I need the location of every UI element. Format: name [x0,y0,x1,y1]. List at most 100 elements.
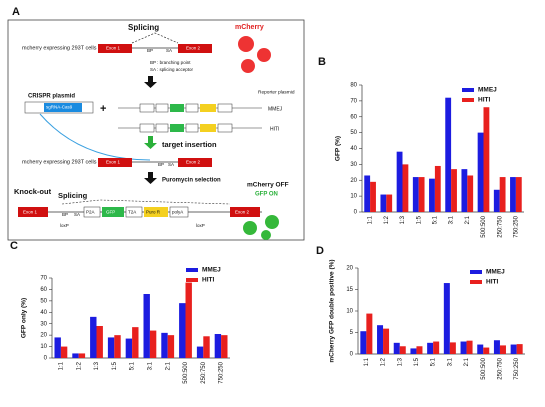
label: GFP ON [255,192,278,198]
bar [96,326,103,358]
x-tick-label: 250:750 [498,357,504,379]
bar [125,338,133,358]
y-tick-label: 0 [354,210,358,216]
y-tick-label: 70 [40,276,47,282]
x-tick-label: 500:500 [481,215,487,237]
x-tick-label: 1:5 [414,357,420,366]
legend-swatch [470,270,482,274]
x-tick-label: 2:1 [465,215,471,224]
label: Exon 2 [235,210,250,215]
cell [241,59,255,73]
bar [196,346,204,358]
y-tick-label: 20 [350,178,357,184]
bar [78,353,86,358]
label: BP : branching point [150,60,191,65]
legend-swatch [186,268,198,272]
bar [185,282,192,358]
bar [402,164,409,212]
x-tick-label: 2:1 [165,361,171,370]
y-tick-label: 10 [350,194,357,200]
bar [72,353,79,358]
bar [412,177,419,212]
legend-swatch [462,98,474,102]
bar [443,283,450,354]
arrow [144,136,157,149]
bar [499,345,506,354]
legend-label: MMEJ [486,269,505,276]
label: Exon 2 [186,46,201,51]
x-tick-label: 1:3 [400,215,406,224]
x-tick-label: 250:750 [497,215,503,237]
bar [132,327,139,358]
cell [257,48,271,62]
bar [366,313,373,354]
label: T2A [128,210,136,215]
legend-label: MMEJ [478,87,497,94]
y-axis-label: GFP (%) [335,136,342,161]
bar [360,331,367,354]
x-tick-label: 1:1 [58,361,64,370]
element [102,207,124,217]
bar [416,346,423,354]
bar [203,336,210,358]
bar [445,97,452,212]
legend-swatch [186,278,198,282]
exon [18,207,48,217]
label: mCherry [235,24,264,31]
label: SA : splicing acceptor [150,67,194,72]
y-axis-label: mCherry GFP double positive (%) [329,259,336,362]
y-tick-label: 30 [350,162,357,168]
plus: + [100,103,106,115]
label: mcherry expressing 293T cells [22,45,97,51]
x-tick-label: 3:1 [147,361,153,370]
label: Knock-out [14,187,52,196]
x-tick-label: 1:2 [381,357,387,366]
exon [98,44,132,53]
panel-label: A [12,6,20,18]
legend-swatch [462,88,474,92]
legend-label: HITI [486,279,498,286]
y-tick-label: 10 [346,309,353,315]
bar [370,181,376,212]
bar [427,342,434,354]
label: Splicing [128,23,159,32]
bar [410,348,417,354]
y-tick-label: 70 [350,98,357,104]
label: P2A [86,210,95,215]
x-tick-label: 1:5 [112,361,118,370]
x-tick-label: 1:3 [94,361,100,370]
label: Puromycin selection [162,178,221,184]
label: HITI [270,126,279,132]
label: Exon 1 [106,46,121,51]
label: Splicing [58,191,88,200]
label: CRISPR plasmid [28,94,75,100]
curve [39,113,151,161]
reporter [118,103,262,133]
bar [434,165,441,212]
bar [380,194,387,212]
bar [433,341,440,354]
arrow [144,76,157,88]
exon [178,158,212,167]
cas9 [44,103,82,112]
bar [483,107,490,212]
y-tick-label: 40 [40,310,47,316]
bar [364,175,371,212]
y-tick-label: 20 [346,266,353,272]
bar [386,194,393,212]
y-tick-label: 40 [350,146,357,152]
label: mCherry OFF [247,182,289,189]
x-tick-label: 5:1 [431,357,437,366]
legend-label: HITI [202,277,214,284]
label: Exon 1 [23,210,38,215]
bar [477,132,484,212]
bar [377,325,384,354]
x-tick-label: 1:5 [416,215,422,224]
x-tick-label: 5:1 [432,215,438,224]
splice-line [131,32,179,44]
bar [449,342,456,354]
label: BP [147,48,153,53]
x-tick-label: 2:1 [464,357,470,366]
x-tick-label: 1:2 [384,215,390,224]
arrow [144,172,157,184]
